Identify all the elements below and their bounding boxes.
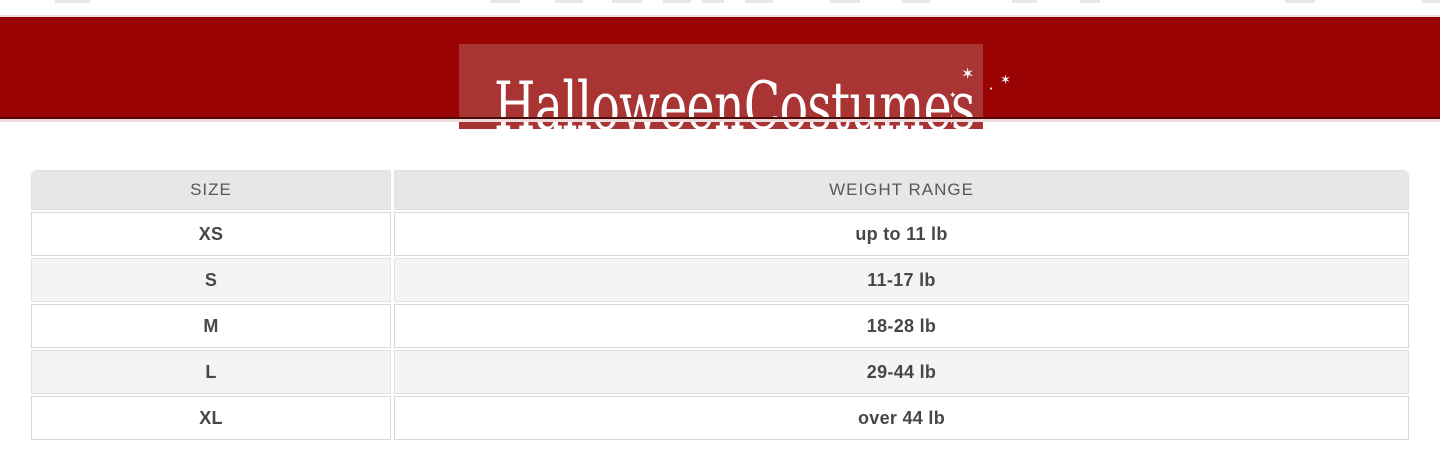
cutoff-text-artifact	[612, 0, 642, 3]
star-icon: •	[989, 85, 994, 93]
cutoff-text-artifact	[1422, 0, 1440, 3]
logo-wordmark: HalloweenCostumes	[494, 68, 975, 145]
weight-range-cell: over 44 lb	[394, 396, 1409, 440]
cutoff-text-artifact	[55, 0, 90, 3]
weight-range-cell: up to 11 lb	[394, 212, 1409, 256]
table-header-row: SIZE WEIGHT RANGE	[31, 170, 1409, 210]
table-row: M 18-28 lb	[31, 304, 1409, 348]
table-row: XL over 44 lb	[31, 396, 1409, 440]
size-cell: L	[31, 350, 391, 394]
cutoff-text-artifact	[1012, 0, 1037, 3]
star-icon: ✶	[1000, 73, 1011, 88]
cutoff-text-artifact	[1080, 0, 1100, 3]
banner-underline	[0, 117, 1440, 119]
cutoff-text-artifact	[555, 0, 583, 3]
header-banner: ✶ ✶ ✦ ✶ • HalloweenCostumes	[0, 17, 1440, 140]
cutoff-text-artifact	[1285, 0, 1315, 3]
star-icon: ✦	[949, 91, 957, 101]
column-header-weight-range: WEIGHT RANGE	[394, 170, 1409, 210]
cutoff-text-artifact	[702, 0, 724, 3]
banner-top-hairline	[0, 15, 1440, 17]
size-cell: XL	[31, 396, 391, 440]
table-row: S 11-17 lb	[31, 258, 1409, 302]
star-icon: ✶	[961, 64, 975, 83]
weight-range-cell: 29-44 lb	[394, 350, 1409, 394]
site-logo[interactable]: ✶ ✶ ✦ ✶ • HalloweenCostumes	[459, 44, 1011, 140]
cutoff-text-artifact	[490, 0, 520, 3]
size-cell: S	[31, 258, 391, 302]
cutoff-text-artifact	[902, 0, 930, 3]
weight-range-cell: 11-17 lb	[394, 258, 1409, 302]
cutoff-text-artifact	[745, 0, 773, 3]
size-chart: SIZE WEIGHT RANGE XS up to 11 lb S 11-17 lb…	[28, 168, 1412, 442]
size-cell: M	[31, 304, 391, 348]
weight-range-cell: 18-28 lb	[394, 304, 1409, 348]
size-chart-body: XS up to 11 lb S 11-17 lb M 18-28 lb L 29-44 lb…	[31, 212, 1409, 440]
table-row: XS up to 11 lb	[31, 212, 1409, 256]
column-header-size: SIZE	[31, 170, 391, 210]
size-cell: XS	[31, 212, 391, 256]
table-row: L 29-44 lb	[31, 350, 1409, 394]
cutoff-text-artifact	[663, 0, 691, 3]
banner-bottom-hairline	[0, 119, 1440, 122]
cutoff-text-artifact	[830, 0, 860, 3]
